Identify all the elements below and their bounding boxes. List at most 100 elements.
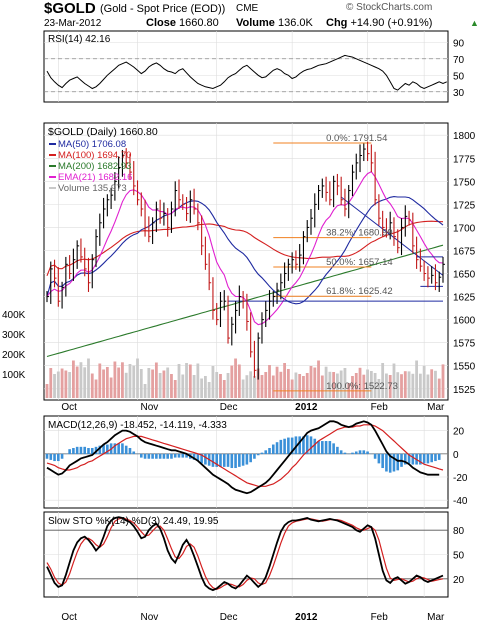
macd-histogram-bar [437,453,441,460]
x-tick-label: Oct [61,402,77,413]
volume-value: 136.0K [277,17,313,29]
volume-bar [298,374,302,398]
volume-bar [283,363,286,398]
volume-bar [377,379,381,398]
rsi-panel [43,30,449,103]
volume-bar [151,369,154,398]
macd-histogram-bar [339,450,343,455]
macd-histogram-bar [403,453,407,465]
volume-bar [290,379,294,398]
volume-bar [373,373,377,398]
volume-bar [294,372,298,398]
volume-bar [260,375,264,398]
ma50-line [46,196,444,305]
macd-histogram-bar [219,453,222,467]
volume-bar [226,373,230,398]
fibonacci-label: 61.8%: 1625.42 [326,286,393,297]
volume-bar [139,369,143,398]
volume-bar [430,369,434,398]
volume-bar [241,379,245,398]
date-label: 23-Mar-2012 [44,18,102,29]
price-tick-label: 1700 [453,223,476,234]
macd-histogram-bar [162,453,166,459]
x-tick-label: Nov [141,402,159,413]
macd-histogram-bar [283,438,286,455]
macd-histogram-bar [328,441,332,455]
x-tick-label: Feb [371,402,389,413]
macd-histogram-bar [155,453,158,459]
volume-bar [324,366,328,398]
macd-histogram-bar [177,453,181,458]
macd-histogram-bar [45,453,49,459]
macd-histogram-bar [139,453,143,458]
macd-histogram-bar [181,453,185,458]
volume-bar [264,372,268,398]
macd-histogram-bar [249,453,252,463]
volume-bar [211,366,215,398]
fibonacci-label: 38.2%: 1680.99 [326,228,393,239]
macd-signal-line [46,424,444,487]
stochastic-d-line [46,517,444,590]
volume-bar [136,358,139,398]
brand-watermark: © StockCharts.com [346,2,433,13]
macd-histogram-bar [158,453,162,459]
stochastic-tick-label: 50 [453,551,465,562]
exchange-label: CME [236,3,259,14]
volume-bar [75,366,79,398]
legend-entry: MA(200) 1682.93 [58,161,131,172]
volume-bar [403,371,407,398]
volume-bar [147,368,151,398]
stochastic-tick-label: 80 [453,526,465,537]
macd-histogram-bar [192,453,196,460]
price-tick-label: 1650 [453,270,476,281]
volume-bar [124,372,128,398]
volume-bar [328,371,332,398]
volume-bar [388,375,392,398]
macd-histogram-bar [256,453,260,456]
volume-bar [411,373,415,398]
volume-bar [72,360,75,398]
macd-histogram-bar [102,444,105,455]
rsi-legend: RSI(14) 42.16 [48,34,111,45]
macd-histogram-bar [124,445,128,455]
volume-bar [200,378,204,398]
volume-bar [271,375,275,398]
volume-bar [60,368,64,398]
macd-histogram-bar [238,453,241,467]
macd-histogram-bar [313,438,317,455]
rsi-tick-label: 30 [453,88,465,99]
volume-bar [381,363,385,398]
volume-bar [336,373,339,398]
macd-histogram-bar [68,449,71,455]
volume-bar [385,373,388,398]
volume-tick-label: 100K [2,370,26,381]
fibonacci-label: 100.0%: 1522.73 [326,381,398,392]
volume-bar [317,360,320,398]
macd-histogram-bar [290,437,294,455]
macd-histogram-bar [230,453,234,469]
legend-entry: MA(50) 1706.08 [58,139,126,150]
x-tick-label: Nov [141,612,159,623]
price-title: $GOLD (Daily) 1660.80 [48,126,158,138]
macd-histogram-bar [260,452,264,455]
macd-histogram-bar [121,443,124,455]
volume-bar [105,367,109,398]
macd-histogram-bar [343,452,347,455]
macd-tick-label: 20 [453,427,465,438]
macd-histogram-bar [204,453,207,465]
macd-histogram-bar [396,453,400,471]
x-tick-label: Feb [371,612,389,623]
macd-histogram-bar [366,451,369,455]
macd-histogram-bar [407,453,411,464]
volume-bar [68,372,72,398]
macd-legend: MACD(12,26,9) -18.452, -14.119, -4.333 [48,420,227,431]
volume-bar [113,361,117,398]
volume-bar [309,366,313,398]
stochastic-legend: Slow STO %K(14) %D(3) 24.49, 19.95 [48,516,219,527]
macd-histogram-bar [79,446,83,455]
volume-bar [219,374,222,398]
change-readout: Chg +14.90 (+0.91%) [326,17,432,29]
volume-bar [253,376,256,398]
volume-bar [339,370,343,398]
volume-bar [128,364,132,398]
